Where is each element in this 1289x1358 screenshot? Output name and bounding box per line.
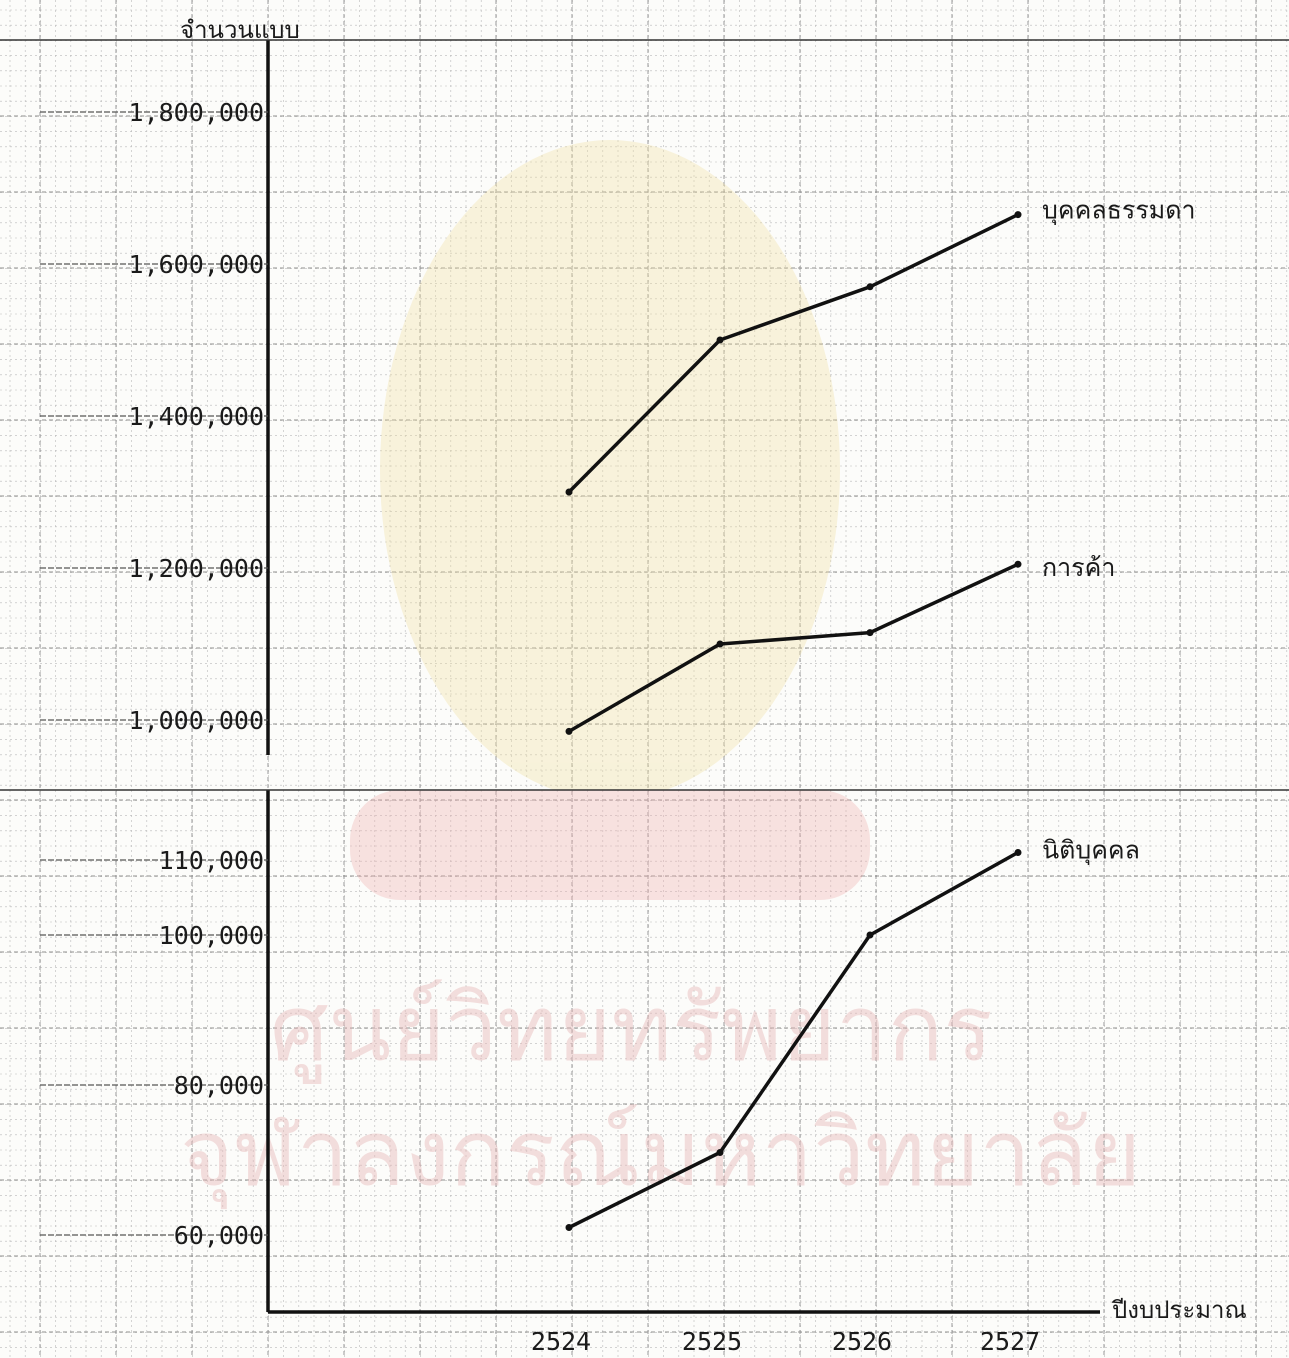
data-point <box>716 640 724 648</box>
y-ticks-lower: 110,000 100,000 80,000 60,000 <box>40 846 268 1250</box>
data-point <box>866 283 874 291</box>
y-tick-label-upper: 1,800,000 <box>129 98 264 127</box>
data-point <box>565 1224 573 1231</box>
data-point <box>716 336 724 344</box>
series-line <box>567 850 1020 1230</box>
watermark-line2: จุฬาลงกรณ์มหาวิทยาลัย <box>180 1100 1141 1210</box>
series-label: นิติบุคคล <box>1042 836 1140 866</box>
x-axis-label: ปีงบประมาณ <box>1111 1296 1247 1324</box>
series-label: การค้า <box>1042 553 1115 582</box>
y-tick-label-upper: 1,400,000 <box>129 402 264 431</box>
y-tick-label-upper: 1,000,000 <box>129 706 264 735</box>
x-tick-label: 2526 <box>832 1327 892 1356</box>
data-point <box>1014 560 1022 568</box>
data-point <box>866 931 874 939</box>
x-tick-label: 2527 <box>980 1327 1040 1356</box>
y-tick-label-upper: 1,200,000 <box>129 554 264 583</box>
data-point <box>565 727 573 735</box>
data-point <box>565 488 573 496</box>
axes <box>0 39 1289 1314</box>
y-tick-label-lower: 110,000 <box>159 846 264 875</box>
x-ticks: 2524 2525 2526 2527 <box>531 1327 1040 1356</box>
y-tick-label-lower: 60,000 <box>174 1221 264 1250</box>
x-tick-label: 2524 <box>531 1327 591 1356</box>
data-point <box>716 1149 724 1156</box>
watermark-emblem <box>350 140 870 900</box>
watermark: ศูนย์วิทยทรัพยากร จุฬาลงกรณ์มหาวิทยาลัย <box>180 140 1141 1210</box>
y-ticks-upper: 1,800,000 1,600,000 1,400,000 1,200,000 1,00… <box>40 98 268 735</box>
series-line <box>567 212 1020 494</box>
y-tick-label-lower: 80,000 <box>174 1071 264 1100</box>
y-axis-label: จำนวนแบบ <box>180 16 300 44</box>
x-tick-label: 2525 <box>682 1327 742 1356</box>
series-label: บุคคลธรรมดา <box>1042 196 1196 226</box>
data-point <box>1014 849 1022 856</box>
data-point <box>1014 211 1022 219</box>
series-line <box>567 562 1020 734</box>
watermark-line1: ศูนย์วิทยทรัพยากร <box>270 975 993 1084</box>
y-tick-label-lower: 100,000 <box>159 921 264 950</box>
data-point <box>866 629 874 637</box>
y-tick-label-upper: 1,600,000 <box>129 250 264 279</box>
